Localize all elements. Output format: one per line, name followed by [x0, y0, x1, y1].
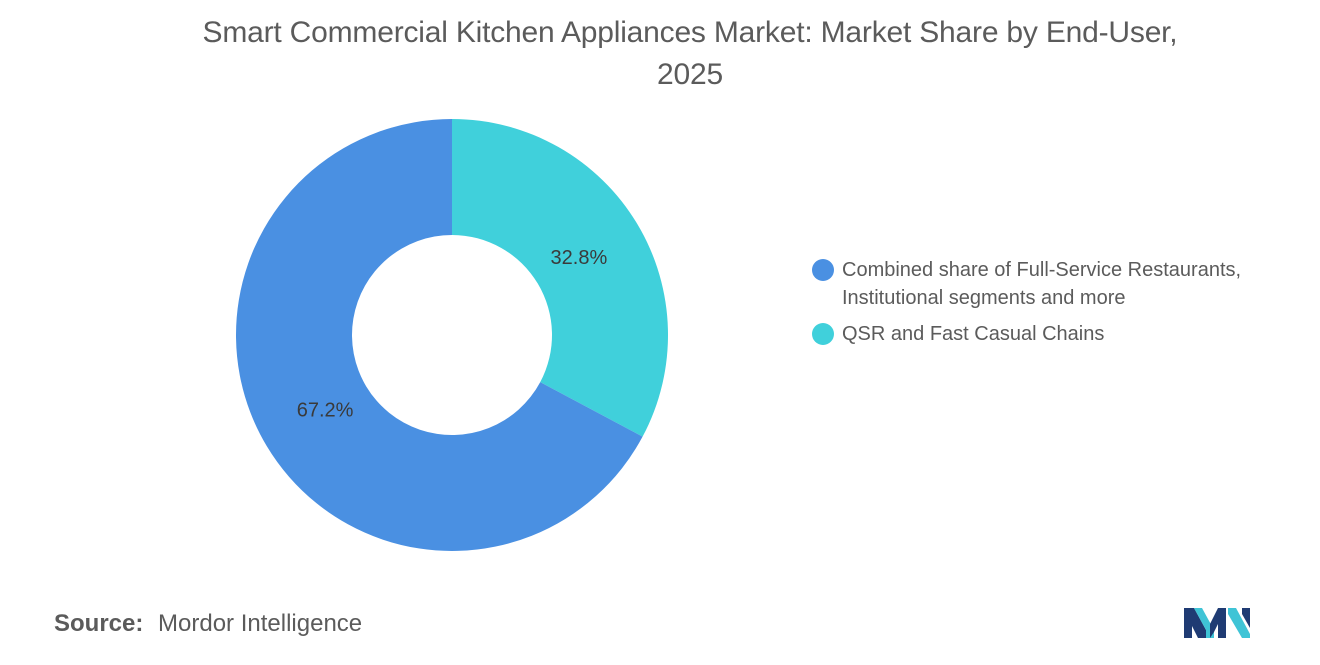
- legend-item-full-service: Combined share of Full-Service Restauran…: [812, 256, 1252, 312]
- donut-slice-0: [452, 119, 669, 437]
- source-label: Source:: [54, 610, 144, 637]
- donut-data-label-1: 67.2%: [297, 399, 354, 421]
- legend-label-full-service: Combined share of Full-Service Restauran…: [842, 259, 1242, 309]
- source-value: Mordor Intelligence: [158, 610, 363, 637]
- chart-title-line-1: Smart Commercial Kitchen Appliances Mark…: [202, 16, 1178, 49]
- chart-legend: Combined share of Full-Service Restauran…: [812, 256, 1252, 356]
- legend-label-qsr: QSR and Fast Casual Chains: [842, 323, 1105, 345]
- legend-swatch-full-service: [812, 259, 834, 281]
- donut-data-label-0: 32.8%: [551, 247, 608, 269]
- legend-item-qsr: QSR and Fast Casual Chains: [812, 320, 1252, 348]
- legend-swatch-qsr: [812, 323, 834, 345]
- mordor-intelligence-logo-icon: [1184, 608, 1250, 638]
- chart-title-line-2: 2025: [657, 58, 723, 91]
- donut-slice-1: [235, 119, 643, 552]
- chart-title: Smart Commercial Kitchen Appliances Mark…: [40, 12, 1320, 96]
- source-note: Source: Mordor Intelligence: [54, 610, 362, 638]
